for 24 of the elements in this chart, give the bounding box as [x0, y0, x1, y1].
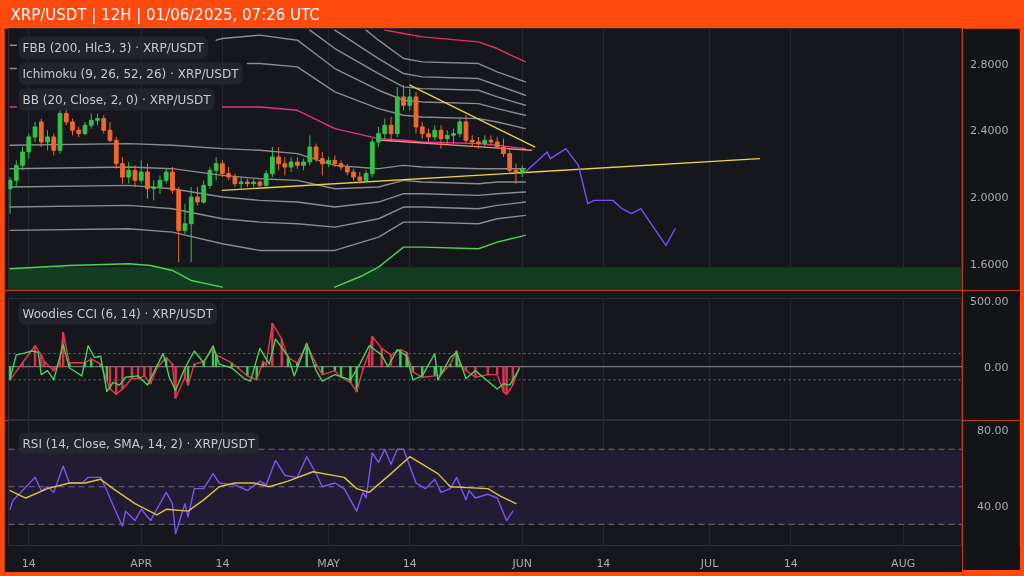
y-tick-label: 500.00	[970, 295, 1009, 309]
y-tick-label: 2.8000	[970, 57, 1009, 71]
annotation: BB (20, Close, 2, 0) · XRP/USDT	[22, 92, 212, 107]
x-tick-label: AUG	[891, 556, 916, 570]
x-tick-label: 14	[215, 556, 230, 570]
annotation: Ichimoku (9, 26, 52, 26) · XRP/USDT	[22, 66, 240, 81]
x-tick-label: JUL	[699, 556, 720, 570]
chart-title: XRP/USDT | 12H | 01/06/2025, 07:26 UTC	[10, 5, 320, 24]
x-tick-label: 14	[21, 556, 36, 570]
y-tick-label: 0.00	[984, 360, 1009, 374]
y-tick-label: 2.4000	[970, 124, 1009, 138]
x-tick-label: MAY	[317, 556, 341, 570]
text: Woodies CCI (6, 14) · XRP/USDT	[22, 306, 214, 321]
x-tick-label: JUN	[511, 556, 532, 570]
y-tick-label: 1.6000	[970, 257, 1009, 271]
x-tick-label: 14	[402, 556, 417, 570]
x-tick-label: 14	[783, 556, 798, 570]
x-tick-label: 14	[596, 556, 611, 570]
x-tick-label: APR	[130, 556, 153, 570]
annotation: FBB (200, Hlc3, 3) · XRP/USDT	[22, 40, 205, 55]
text: RSI (14, Close, SMA, 14, 2) · XRP/USDT	[22, 436, 256, 451]
y-tick-label: 80.00	[977, 424, 1009, 438]
y-tick-label: 2.0000	[970, 191, 1009, 205]
y-tick-label: 40.00	[977, 499, 1009, 513]
